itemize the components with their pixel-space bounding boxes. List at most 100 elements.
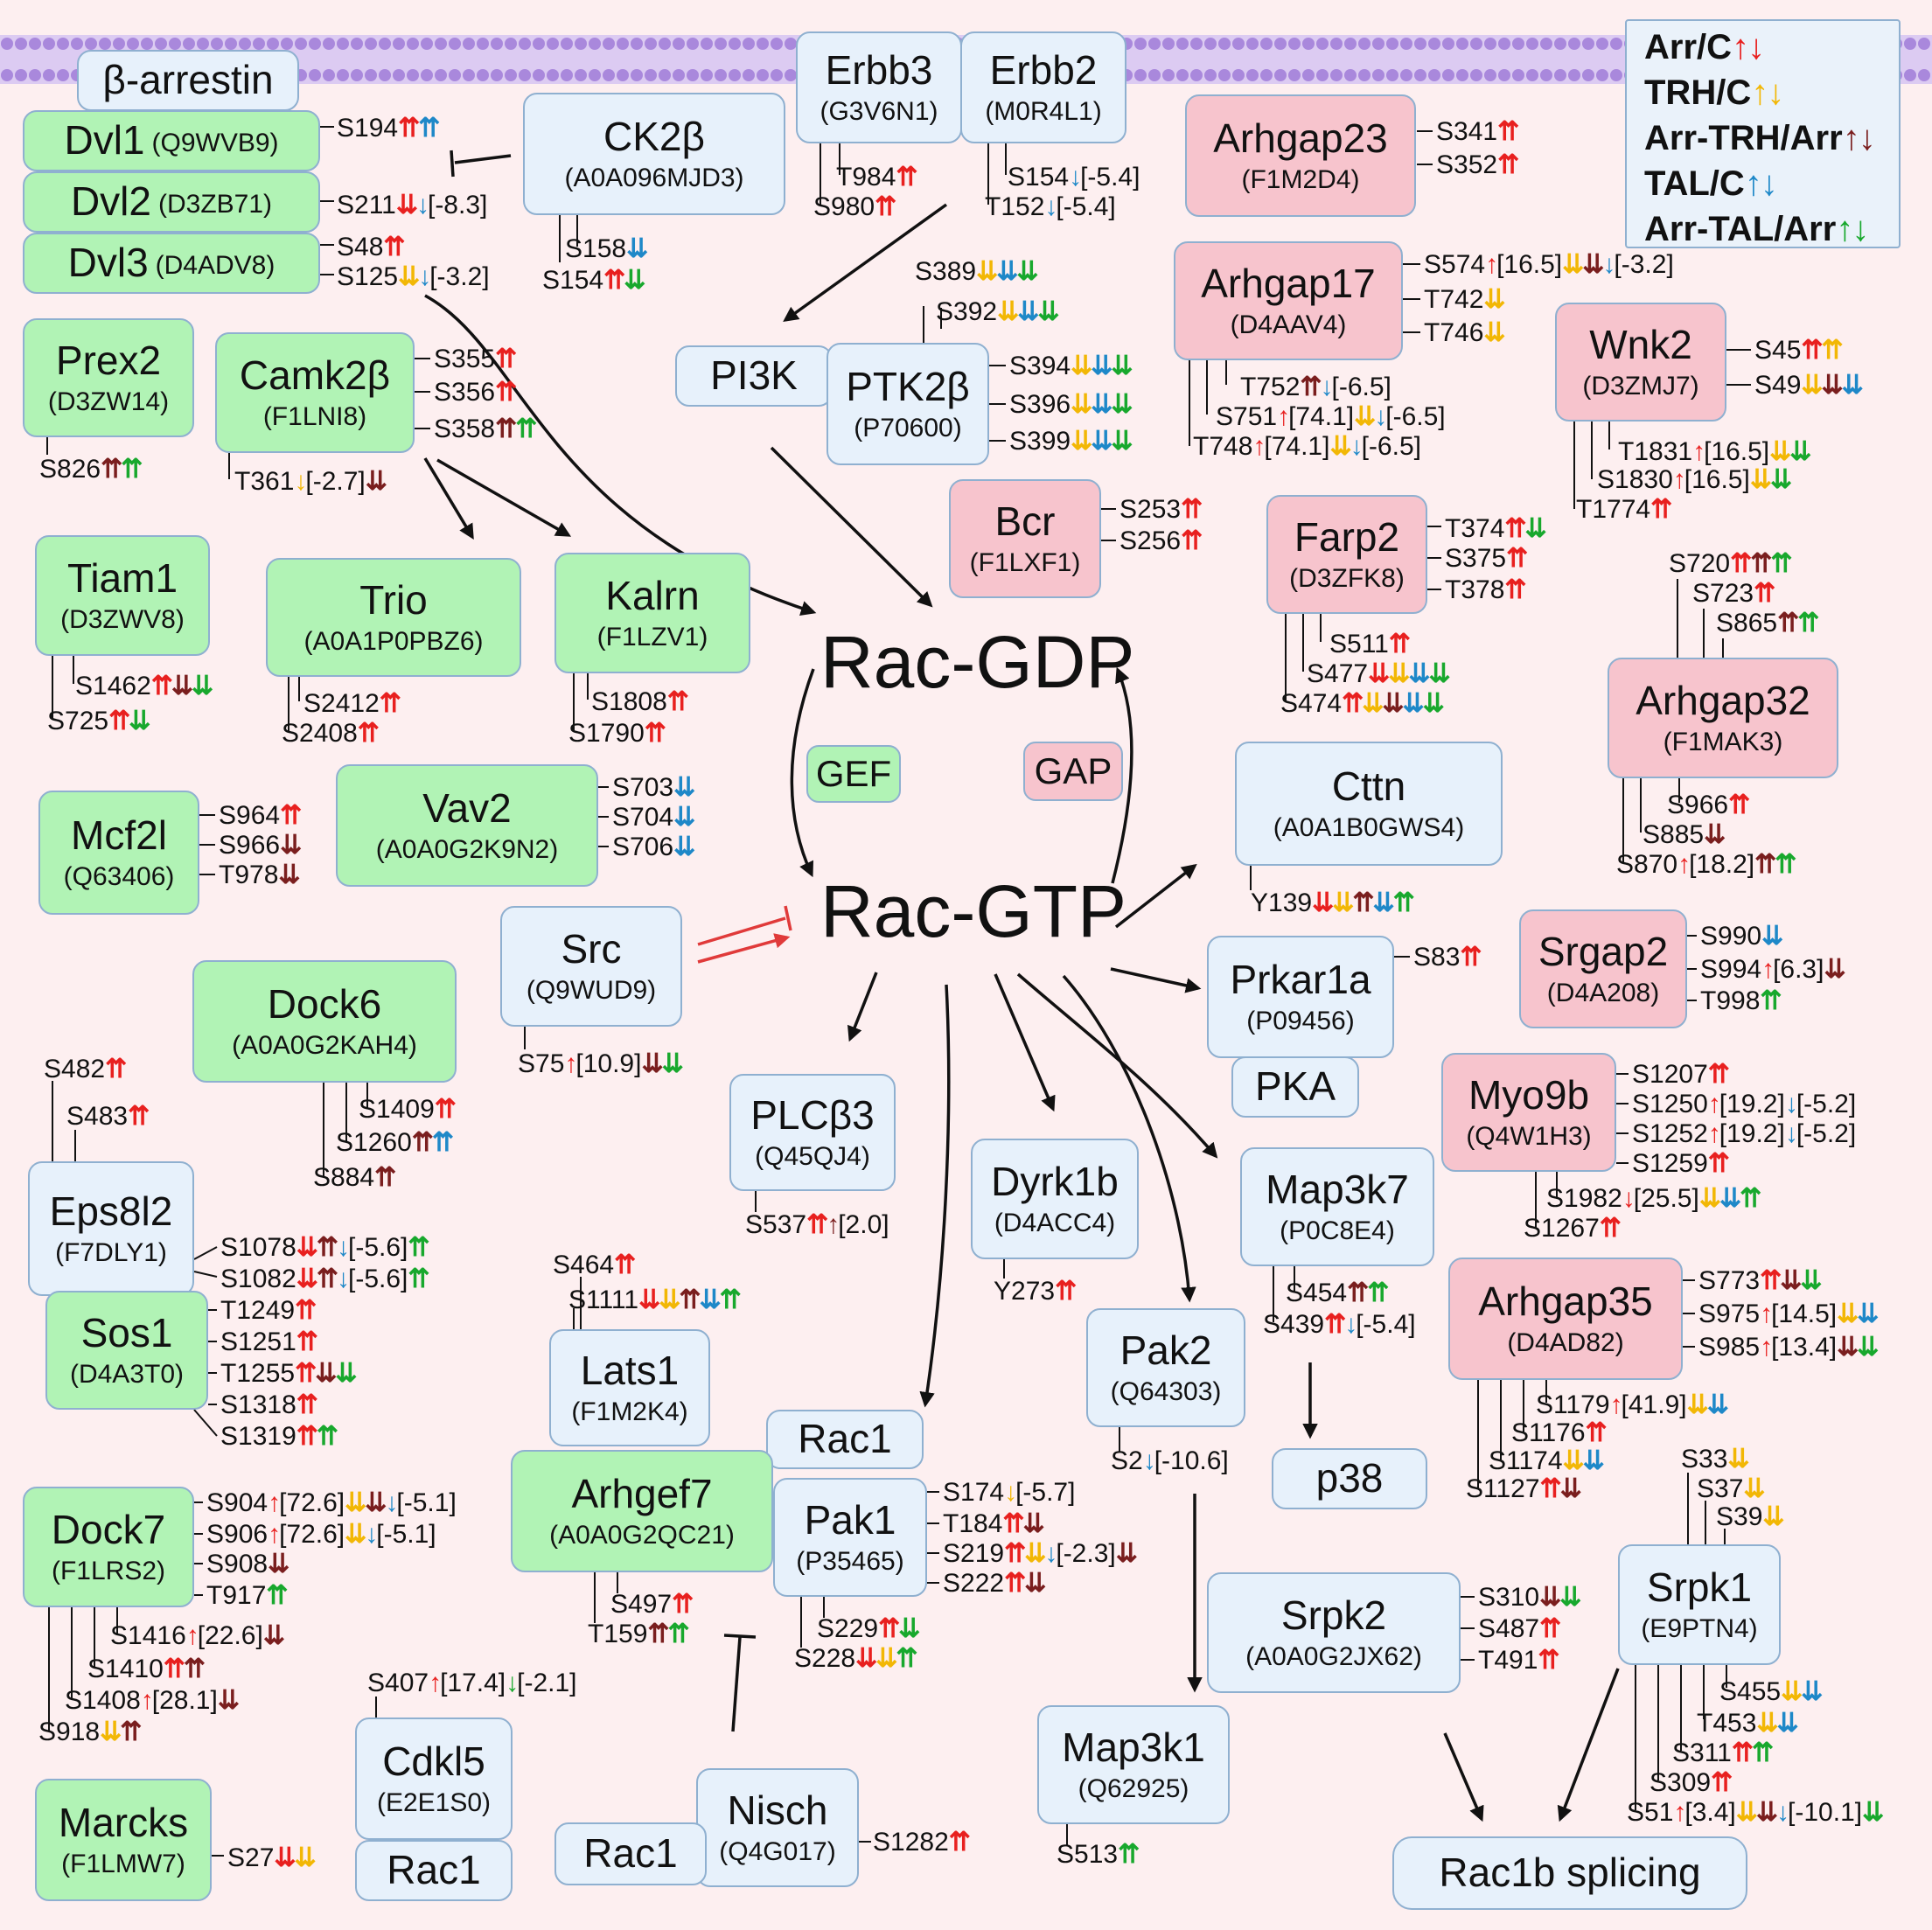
protein-srpk1: Srpk1 (E9PTN4): [1618, 1544, 1781, 1665]
site-residue: S48: [337, 233, 384, 261]
site-residue: T746: [1424, 318, 1484, 347]
site-label: S1111⇊⇊⇈⇊⇈: [568, 1286, 742, 1314]
site-label: S1409⇈: [359, 1097, 457, 1123]
protein-nisch: Nisch (Q4G017): [696, 1768, 859, 1887]
arrow-icon: ⇊: [345, 1520, 366, 1549]
site-label: S720⇈⇈⇈: [1669, 549, 1793, 578]
site-label: S158⇊: [565, 236, 648, 262]
site-residue: T984: [836, 163, 896, 192]
fold-change: [-6.5]: [1385, 402, 1446, 431]
arrow-icon: ⇊: [1769, 465, 1792, 494]
site-residue: S439: [1263, 1310, 1325, 1339]
fold-change: [72.6]: [279, 1520, 345, 1549]
arrow-icon: ⇊: [365, 1488, 387, 1517]
arrow-icon: ⇊: [1115, 1539, 1138, 1568]
arrow-icon: ⇊: [641, 1049, 663, 1078]
arrow-icon: ⇊: [1706, 1390, 1729, 1419]
site-label: S513⇈: [1057, 1842, 1140, 1868]
gef-label: GEF: [806, 745, 901, 803]
site-label: S574↑[16.5]⇊⇊↓[-3.2]: [1424, 252, 1674, 278]
site-label: Y139⇊⇊⇈⇊⇈: [1251, 888, 1415, 917]
arrow-icon: ⇊: [1037, 297, 1059, 326]
arrow-icon: ⇈: [295, 1296, 317, 1325]
site-label: S1207⇈: [1632, 1062, 1730, 1088]
activation-arrow: [783, 203, 948, 323]
arrow-icon: ⇈: [1797, 609, 1819, 638]
arrow-icon: ⇊: [659, 1286, 680, 1314]
arrow-icon: ↓: [1320, 373, 1334, 401]
site-label: S964⇈: [219, 803, 302, 829]
site-residue: S1319: [220, 1422, 296, 1451]
arrow-icon: ⇈: [1388, 630, 1411, 658]
arrow-icon: ↑: [1677, 850, 1691, 879]
site-residue: T378: [1445, 575, 1505, 604]
fold-change: [-10.6]: [1154, 1446, 1229, 1475]
arrow-icon: ⇈: [647, 1620, 669, 1648]
site-residue: S537: [745, 1210, 807, 1239]
arrow-icon: ↓: [1044, 1539, 1057, 1568]
protein-dvl2: Dvl2 (D3ZB71): [23, 171, 320, 233]
site-residue: S980: [813, 192, 875, 221]
legend-row: Arr/C↑↓: [1644, 28, 1765, 66]
arrow-icon: ⇈: [1352, 888, 1374, 917]
site-residue: T184: [943, 1509, 1003, 1538]
arrow-icon: ⇊: [1111, 390, 1133, 419]
arrow-icon: ⇊: [1362, 689, 1384, 718]
site-residue: S1408: [65, 1686, 141, 1715]
arrow-icon: ↑: [185, 1621, 199, 1650]
arrow-icon: ⇊: [1422, 689, 1445, 718]
site-label: S310⇊⇊: [1478, 1585, 1581, 1611]
arrow-icon: ⇊: [1091, 427, 1112, 456]
arrow-icon: ⇊: [1017, 297, 1039, 326]
arrow-icon: ⇈: [614, 1251, 636, 1279]
arrow-icon: ⇊: [262, 1621, 285, 1650]
site-label: S1179↑[41.9]⇊⇊: [1536, 1390, 1729, 1419]
legend-row: TRH/C↑↓: [1644, 73, 1784, 112]
arrow-icon: ⇊: [1559, 1474, 1582, 1503]
site-residue: S826: [39, 455, 101, 484]
arrow-icon: ⇈: [1754, 579, 1775, 608]
protein-pak1: Pak1 (P35465): [773, 1478, 927, 1597]
arrow-icon: ⇈: [1539, 1474, 1562, 1503]
protein-dvl1: Dvl1 (Q9WVB9): [23, 110, 320, 171]
arrow-icon: ⇈: [128, 1102, 150, 1131]
site-label: S870↑[18.2]⇈⇈: [1616, 850, 1796, 879]
site-residue: S1416: [110, 1621, 186, 1650]
fold-change: [-5.6]: [348, 1265, 408, 1293]
site-residue: S311: [1672, 1738, 1732, 1767]
fold-change: [18.2]: [1689, 850, 1755, 879]
site-label: S311⇈⇈: [1672, 1738, 1774, 1767]
arrow-icon: ⇊: [1735, 1798, 1758, 1827]
site-label: S1078⇊⇈↓[-5.6]⇈: [220, 1235, 430, 1261]
arrow-icon: ⇈: [1347, 1279, 1369, 1307]
site-residue: S720: [1669, 549, 1731, 578]
arrow-icon: ⇊: [1837, 1333, 1859, 1362]
site-residue: T752: [1240, 373, 1301, 401]
site-residue: S723: [1692, 579, 1754, 608]
site-label: S2408⇈: [282, 721, 380, 747]
arrow-icon: ⇊: [1483, 318, 1505, 347]
arrow-icon: ⇈: [666, 687, 689, 716]
arrow-icon: ⇈: [296, 1390, 318, 1419]
arrow-icon: ⇈: [1506, 544, 1528, 573]
arrow-icon: ⇊: [129, 707, 150, 735]
arrow-icon: ⇊: [1024, 1569, 1046, 1598]
site-residue: S394: [1009, 352, 1071, 380]
site-residue: S483: [66, 1102, 129, 1131]
arrow-icon: ↑: [268, 1520, 281, 1549]
site-label: S497⇈: [610, 1592, 694, 1618]
site-label: S341⇈: [1436, 119, 1519, 145]
site-label: S1282⇈: [873, 1829, 971, 1856]
arrow-icon: ⇊: [673, 833, 695, 861]
arrow-icon: ⇊: [1857, 1333, 1879, 1362]
arrow-icon: ↓: [1747, 28, 1765, 66]
arrow-icon: ⇊: [1800, 1266, 1822, 1295]
site-residue: S1250: [1632, 1090, 1708, 1118]
arrow-icon: ⇊: [1686, 1390, 1709, 1419]
arrow-icon: ⇊: [673, 803, 695, 832]
site-residue: S1179: [1536, 1390, 1610, 1419]
protein-erbb2: Erbb2 (M0R4L1): [960, 31, 1126, 143]
fold-change: [19.2]: [1719, 1119, 1785, 1148]
fold-change: [-5.1]: [376, 1520, 436, 1549]
protein-ptk2b: PTK2β (P70600): [827, 343, 989, 465]
